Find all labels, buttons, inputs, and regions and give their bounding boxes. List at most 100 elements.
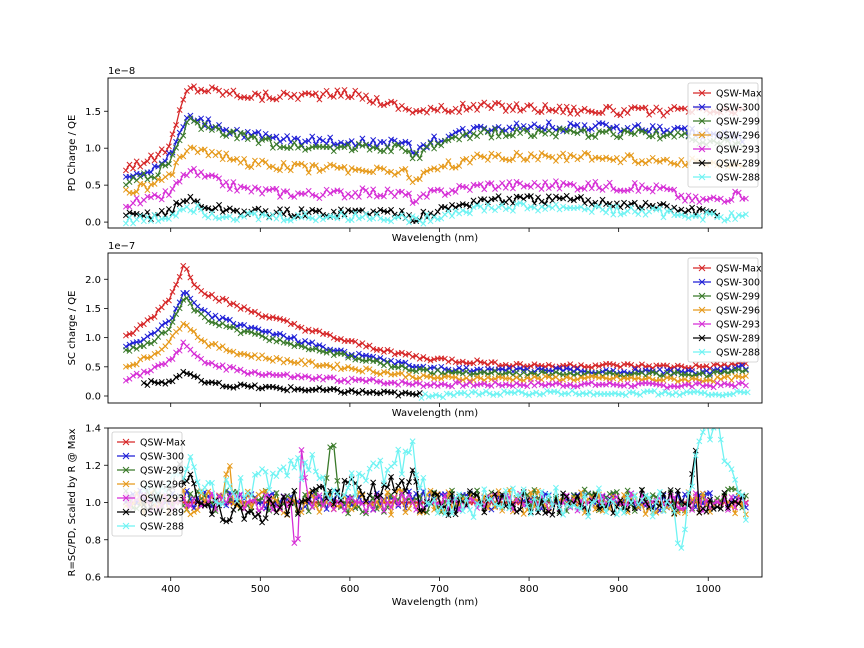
data-point xyxy=(162,162,169,169)
data-point xyxy=(416,176,423,183)
legend-marker xyxy=(122,522,130,530)
data-point xyxy=(509,207,516,214)
data-point xyxy=(402,192,409,199)
data-point xyxy=(416,144,423,151)
data-point xyxy=(191,373,197,380)
data-point xyxy=(251,471,258,478)
data-point xyxy=(130,372,137,379)
data-point xyxy=(226,462,233,469)
data-point xyxy=(312,386,319,393)
data-point xyxy=(488,369,495,376)
data-point xyxy=(556,504,563,511)
data-point xyxy=(180,296,187,303)
data-point xyxy=(169,356,176,362)
data-point xyxy=(459,383,466,390)
data-point xyxy=(466,488,473,495)
legend-item: QSW-299 xyxy=(693,292,760,303)
data-point xyxy=(363,378,369,385)
data-point xyxy=(248,329,255,336)
data-point xyxy=(742,517,749,523)
data-point xyxy=(714,380,721,387)
data-point xyxy=(277,193,283,200)
data-point xyxy=(187,274,194,281)
data-point xyxy=(201,484,208,491)
data-point xyxy=(205,214,212,221)
data-point xyxy=(280,359,287,366)
data-point xyxy=(538,203,545,210)
legend-item: QSW-299 xyxy=(693,117,760,128)
legend-item: QSW-296 xyxy=(117,480,184,491)
data-point xyxy=(280,217,287,224)
data-point xyxy=(423,144,430,151)
data-point xyxy=(638,361,645,368)
data-point xyxy=(169,151,176,158)
data-point xyxy=(377,346,384,353)
data-point xyxy=(658,390,665,397)
data-point xyxy=(656,205,663,212)
data-point xyxy=(327,161,334,168)
data-point xyxy=(176,107,183,113)
data-point xyxy=(535,375,541,382)
data-point xyxy=(434,216,441,223)
data-point xyxy=(610,211,617,218)
data-point xyxy=(191,165,197,172)
data-point xyxy=(685,214,692,221)
data-point xyxy=(517,361,524,367)
data-point xyxy=(459,156,466,163)
data-point xyxy=(334,215,341,222)
legend-marker xyxy=(698,159,706,167)
legend-box xyxy=(687,257,759,363)
data-point xyxy=(484,199,491,206)
y-axis-label: R=SC/PD, Scaled by R @ Max xyxy=(67,428,78,576)
data-point xyxy=(667,207,674,214)
y-tick-label: 0.0 xyxy=(85,391,101,402)
data-point xyxy=(284,472,291,479)
x-tick-label: 600 xyxy=(340,584,359,595)
data-point xyxy=(538,198,545,205)
data-point xyxy=(406,212,412,218)
data-point xyxy=(578,381,584,388)
data-point xyxy=(685,381,692,388)
data-point xyxy=(255,311,262,318)
data-point xyxy=(628,500,635,507)
data-point xyxy=(266,337,273,344)
data-point xyxy=(280,493,287,500)
data-point xyxy=(327,190,334,197)
data-point xyxy=(739,379,746,386)
data-point xyxy=(506,505,513,512)
data-point xyxy=(320,348,326,355)
data-point xyxy=(592,362,599,369)
data-point xyxy=(266,370,273,377)
data-point xyxy=(327,444,334,451)
data-point xyxy=(492,379,498,386)
data-point xyxy=(556,103,563,110)
data-point xyxy=(728,499,735,506)
data-point xyxy=(520,486,527,493)
legend-item: QSW-288 xyxy=(693,348,760,359)
legend-marker xyxy=(698,320,706,328)
data-point xyxy=(552,108,559,115)
data-point xyxy=(320,166,326,173)
data-point xyxy=(277,336,283,343)
data-point xyxy=(230,179,237,185)
data-point xyxy=(183,322,190,329)
data-point xyxy=(208,210,215,217)
data-point xyxy=(603,128,610,135)
data-point xyxy=(259,519,266,526)
data-point xyxy=(427,357,434,364)
data-point xyxy=(406,371,412,378)
data-point xyxy=(241,369,248,376)
data-point xyxy=(499,128,506,135)
data-point xyxy=(420,208,427,215)
data-point xyxy=(298,476,305,483)
data-point xyxy=(524,502,531,509)
data-point xyxy=(165,171,172,178)
data-point xyxy=(280,89,287,96)
data-point xyxy=(549,371,556,378)
data-point xyxy=(219,156,226,163)
data-point xyxy=(416,380,423,387)
data-point xyxy=(183,265,190,272)
data-point xyxy=(509,132,516,139)
data-point xyxy=(230,324,237,331)
